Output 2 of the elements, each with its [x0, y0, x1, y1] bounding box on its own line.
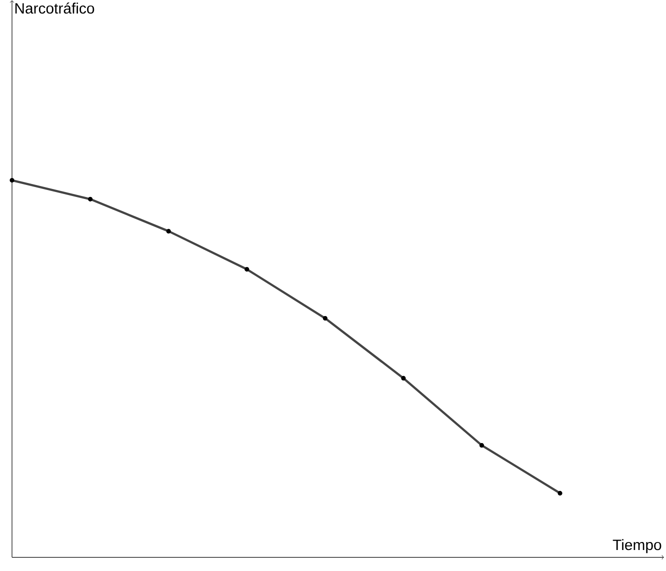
x-axis-title: Tiempo [612, 539, 662, 553]
text: Narcotráfico [15, 2, 94, 14]
